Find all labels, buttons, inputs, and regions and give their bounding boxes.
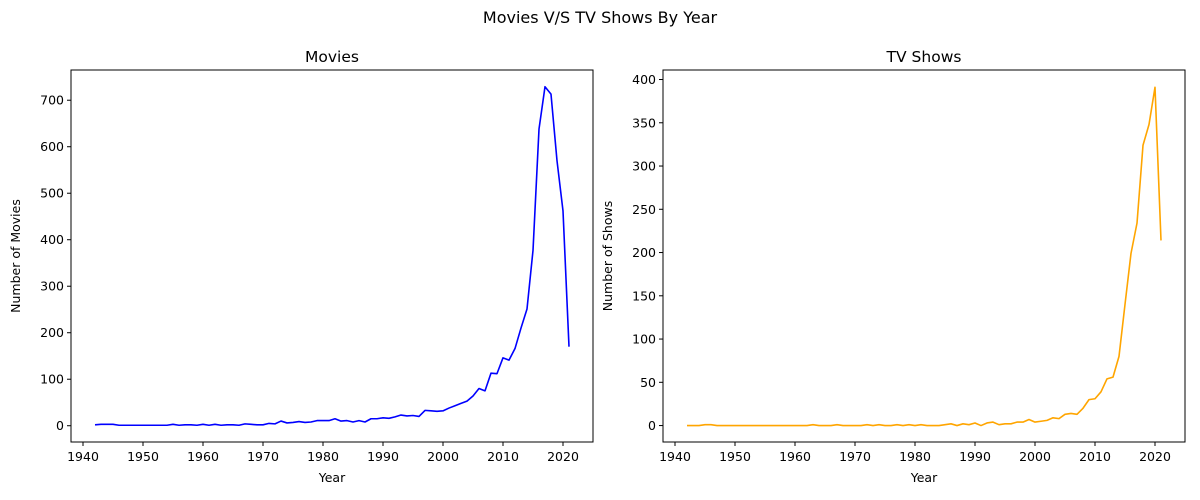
movies-y-axis-label: Number of Movies xyxy=(8,199,23,313)
tv-shows-x-tick-label: 2010 xyxy=(1079,449,1111,464)
movies-y-tick-label: 400 xyxy=(40,232,64,247)
movies-x-tick-label: 1990 xyxy=(367,449,399,464)
movies-y-tick-label: 0 xyxy=(56,418,64,433)
tv-shows-y-tick-label: 300 xyxy=(632,159,656,174)
movies-x-tick-label: 1980 xyxy=(307,449,339,464)
tv-shows-x-tick-label: 2020 xyxy=(1139,449,1171,464)
movies-y-tick-label: 600 xyxy=(40,139,64,154)
tv-shows-x-tick-label: 1970 xyxy=(839,449,871,464)
tv-shows-x-tick-label: 1940 xyxy=(659,449,691,464)
panel-tv-shows: 1940 1950 1960 1970 1980 1990 2000 2010 2020 0 50 1… xyxy=(600,48,1186,485)
figure-title: Movies V/S TV Shows By Year xyxy=(482,8,718,27)
panel-movies: 1940 1950 1960 1970 1980 1990 2000 2010 2020 0 100… xyxy=(8,48,594,485)
movies-y-tick-label: 300 xyxy=(40,279,64,294)
movies-title: Movies xyxy=(305,48,359,66)
tv-shows-y-tick-label: 200 xyxy=(632,245,656,260)
tv-shows-y-tick-label: 250 xyxy=(632,202,656,217)
tv-shows-y-tick-label: 50 xyxy=(640,375,656,390)
movies-x-tick-label: 1960 xyxy=(187,449,219,464)
tv-shows-title: TV Shows xyxy=(886,48,962,66)
movies-y-tick-label: 500 xyxy=(40,186,64,201)
tv-shows-y-tick-label: 400 xyxy=(632,72,656,87)
movies-axes-frame xyxy=(70,69,594,443)
tv-shows-x-tick-label: 2000 xyxy=(1019,449,1051,464)
movies-y-tick-label: 200 xyxy=(40,325,64,340)
tv-shows-axes-frame xyxy=(662,69,1186,443)
tv-shows-y-tick-label: 100 xyxy=(632,332,656,347)
movies-series-line xyxy=(94,85,570,427)
tv-shows-y-axis-label: Number of Shows xyxy=(600,201,615,311)
tv-shows-x-tick-label: 1960 xyxy=(779,449,811,464)
tv-shows-x-axis-label: Year xyxy=(910,470,938,485)
movies-x-tick-label: 1950 xyxy=(127,449,159,464)
movies-x-axis-label: Year xyxy=(318,470,346,485)
movies-y-tick-label: 700 xyxy=(40,93,64,108)
tv-shows-y-tick-label: 350 xyxy=(632,115,656,130)
movies-y-tick-label: 100 xyxy=(40,372,64,387)
tv-shows-x-tick-label: 1990 xyxy=(959,449,991,464)
tv-shows-series-line xyxy=(687,86,1162,427)
movies-x-tick-label: 1970 xyxy=(247,449,279,464)
movies-x-tick-label: 2000 xyxy=(427,449,459,464)
tv-shows-y-tick-label: 150 xyxy=(632,288,656,303)
tv-shows-x-tick-label: 1950 xyxy=(719,449,751,464)
tv-shows-x-tick-label: 1980 xyxy=(899,449,931,464)
movies-x-tick-label: 2020 xyxy=(547,449,579,464)
tv-shows-y-tick-label: 0 xyxy=(648,418,656,433)
movies-x-tick-label: 2010 xyxy=(487,449,519,464)
movies-x-tick-label: 1940 xyxy=(67,449,99,464)
